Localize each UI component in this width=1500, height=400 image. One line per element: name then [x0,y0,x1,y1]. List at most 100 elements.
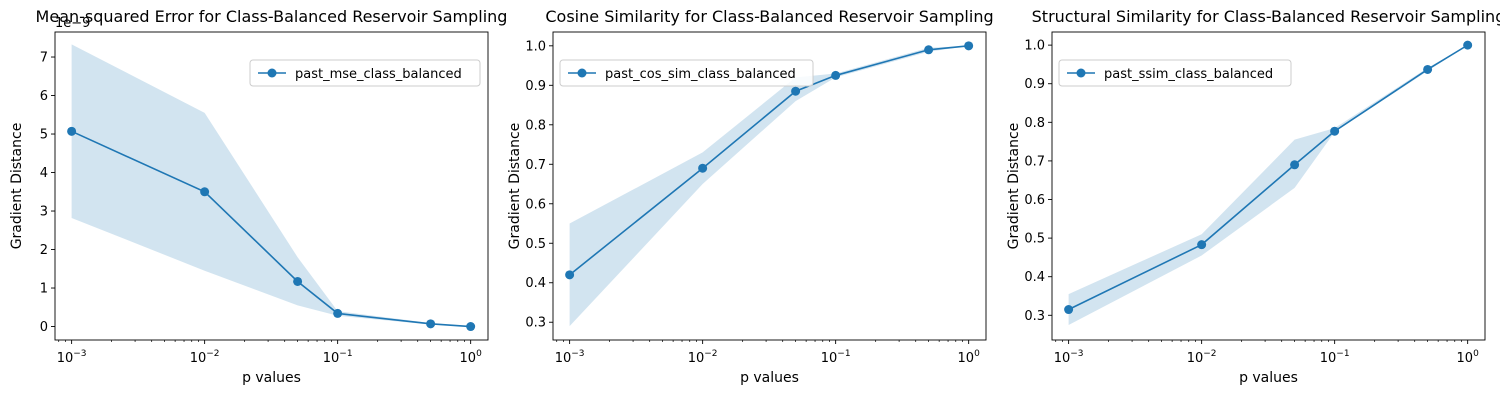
chart-panel: Cosine Similarity for Class-Balanced Res… [507,7,994,386]
x-tick-label: 10−2 [1187,349,1217,366]
y-tick-label: 0.8 [1024,116,1045,131]
chart-panel: Mean-squared Error for Class-Balanced Re… [9,7,507,386]
legend-label: past_ssim_class_balanced [1104,67,1273,82]
data-point [1463,40,1473,50]
legend: past_mse_class_balanced [249,59,481,87]
y-tick-label: 1.0 [1024,39,1045,54]
legend-marker [1076,68,1086,78]
y-tick-label: 0.4 [1024,270,1045,285]
axes-frame [54,31,489,341]
y-tick-label: 0.8 [525,118,546,133]
chart-title: Cosine Similarity for Class-Balanced Res… [545,7,993,26]
x-tick-label: 10−2 [190,349,220,366]
x-tick-label: 10−3 [1054,349,1084,366]
y-tick-label: 2 [40,243,48,258]
y-axis-label: Gradient Distance [9,123,25,250]
y-tick-label: 0.5 [525,237,546,252]
x-tick-label: 10−1 [323,349,353,366]
data-point [466,322,476,332]
x-tick-label-base: 10 [958,351,975,366]
axes-frame [552,31,987,341]
y-tick-label: 0.6 [1024,193,1045,208]
y-tick-label: 7 [40,51,48,66]
x-tick-label-base: 10 [688,351,705,366]
x-tick-label: 10−3 [555,349,585,366]
data-point [1330,126,1340,136]
data-point [67,126,77,136]
confidence-band [569,45,969,327]
y-tick-label: 1 [40,282,48,297]
x-tick-label-exponent: −2 [704,349,717,359]
y-axis-label: Gradient Distance [507,123,523,250]
y-tick-label: 0.3 [525,316,546,331]
legend-label: past_mse_class_balanced [295,67,462,82]
x-tick-label: 100 [958,349,981,366]
data-point [200,187,210,197]
data-point [293,276,303,286]
confidence-band [71,44,471,327]
x-tick-label: 100 [1457,349,1480,366]
data-point [426,319,436,329]
x-tick-label-base: 10 [323,351,340,366]
chart-title: Structural Similarity for Class-Balanced… [1032,7,1500,26]
x-tick-label-base: 10 [1320,351,1337,366]
y-tick-label: 0.9 [525,79,546,94]
x-axis-label: p values [1239,370,1298,386]
data-point [333,308,343,318]
data-point [791,86,801,96]
series-line [569,45,969,276]
legend-box [1058,59,1292,87]
y-tick-label: 0 [40,320,48,335]
legend: past_cos_sim_class_balanced [559,59,814,87]
data-point [964,41,974,51]
legend-label: past_cos_sim_class_balanced [605,67,796,82]
x-tick-label-exponent: −1 [837,349,850,359]
data-point [1423,64,1433,74]
legend-marker [267,68,277,78]
x-tick-label-exponent: −1 [1336,349,1349,359]
y-tick-label: 6 [40,89,48,104]
x-tick-label-exponent: 0 [476,349,482,359]
y-tick-label: 0.7 [1024,154,1045,169]
x-tick-label: 10−2 [688,349,718,366]
x-tick-label-exponent: 0 [1473,349,1479,359]
x-tick-label: 100 [460,349,483,366]
legend: past_ssim_class_balanced [1058,59,1292,87]
y-tick-label: 0.3 [1024,309,1045,324]
y-tick-label: 0.4 [525,276,546,291]
x-tick-label-exponent: −2 [206,349,219,359]
x-tick-label-base: 10 [1054,351,1071,366]
series-line [1068,44,1469,311]
x-tick-label: 10−3 [57,349,87,366]
y-tick-label: 0.9 [1024,77,1045,92]
y-tick-label: 0.7 [525,158,546,173]
data-point [924,45,934,55]
data-point [831,70,841,80]
x-tick-label-exponent: −3 [571,349,584,359]
x-tick-label-exponent: −1 [339,349,352,359]
x-tick-label: 10−1 [1320,349,1350,366]
y-axis-label: Gradient Distance [1006,123,1022,250]
data-point [698,163,708,173]
y-tick-label: 1.0 [525,39,546,54]
y-tick-label: 0.6 [525,197,546,212]
x-tick-label-exponent: −3 [1070,349,1083,359]
x-tick-label-exponent: −3 [73,349,86,359]
x-tick-label-base: 10 [190,351,207,366]
x-tick-label-base: 10 [1187,351,1204,366]
y-tick-label: 5 [40,128,48,143]
axis-offset-text: 1e−9 [55,16,90,31]
data-point [565,270,575,280]
legend-marker [577,68,587,78]
x-tick-label-exponent: −2 [1203,349,1216,359]
x-tick-label-base: 10 [1457,351,1474,366]
data-point [1197,240,1207,250]
legend-box [559,59,814,87]
x-tick-label-base: 10 [555,351,572,366]
axes-frame [1051,31,1486,341]
confidence-band [1068,45,1468,325]
chart-panel: Structural Similarity for Class-Balanced… [1006,7,1500,386]
y-tick-label: 3 [40,205,48,220]
series-line [71,130,471,328]
x-tick-label-exponent: 0 [974,349,980,359]
